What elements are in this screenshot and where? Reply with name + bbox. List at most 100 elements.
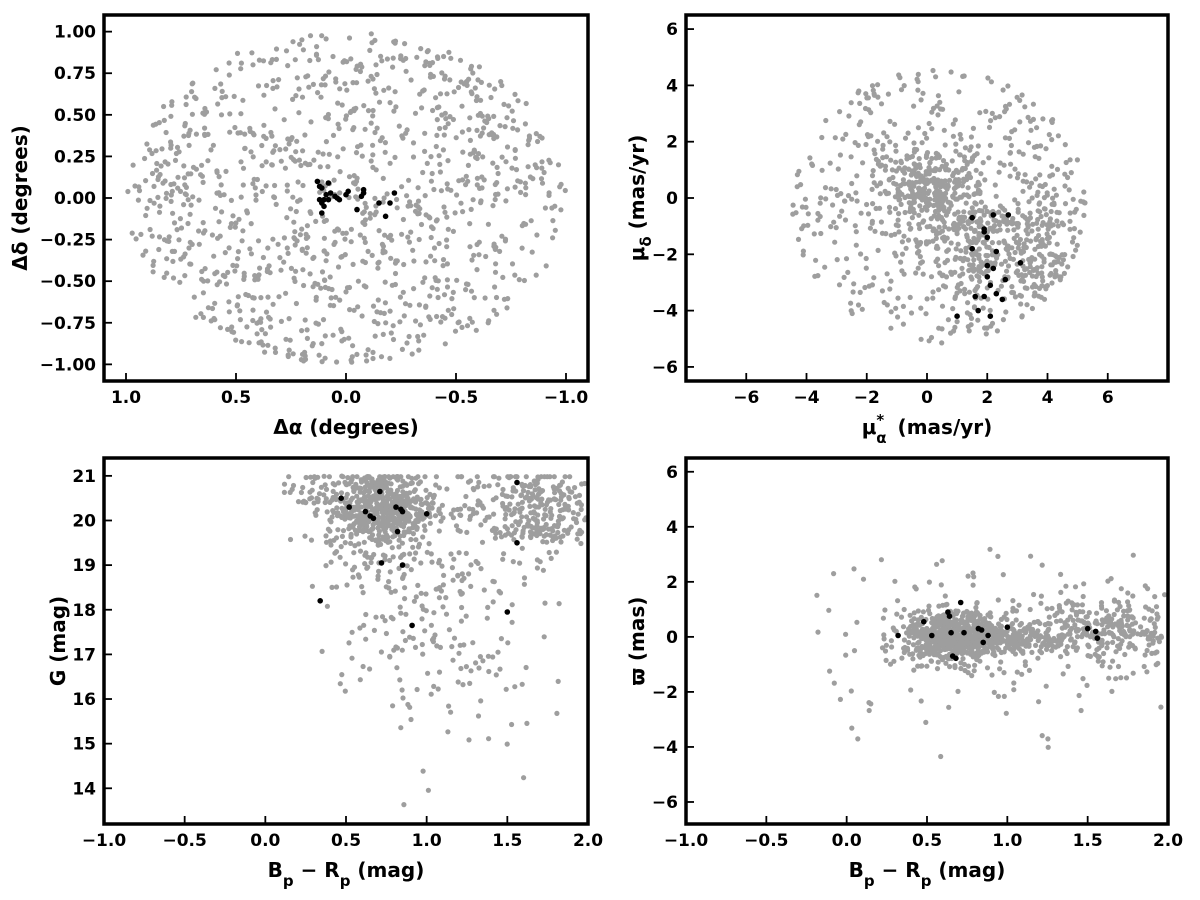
field-point [278, 318, 284, 324]
field-point [323, 36, 329, 42]
field-point [458, 665, 464, 672]
field-point [364, 358, 370, 364]
field-point [966, 267, 972, 274]
field-point [1015, 206, 1021, 212]
field-point [1127, 641, 1133, 647]
field-point [911, 616, 917, 622]
field-point [959, 265, 965, 271]
field-point [890, 174, 896, 181]
field-point [548, 555, 554, 562]
field-point [151, 200, 157, 206]
field-point [374, 309, 380, 315]
field-point [547, 509, 553, 515]
field-point [910, 191, 916, 197]
field-point [944, 186, 950, 192]
field-point [485, 320, 491, 326]
field-point [1048, 270, 1054, 277]
x-tick-label: −0.5 [434, 388, 478, 408]
field-point [151, 183, 157, 189]
field-point [370, 493, 376, 499]
field-point [320, 151, 326, 157]
field-point [480, 505, 486, 511]
field-point [981, 212, 987, 218]
field-point [1010, 632, 1016, 638]
field-point [1039, 274, 1045, 280]
field-point [407, 499, 413, 505]
field-point [914, 192, 921, 198]
field-point [930, 67, 936, 74]
field-point [935, 112, 941, 118]
field-point [198, 311, 204, 317]
field-point [1043, 683, 1049, 689]
field-point [1001, 238, 1007, 244]
field-point [348, 533, 354, 539]
field-point [908, 172, 914, 178]
field-point [382, 300, 388, 306]
field-point [446, 49, 452, 55]
field-point [218, 81, 224, 87]
field-point [519, 499, 526, 505]
field-point [231, 93, 237, 99]
field-point [1132, 645, 1138, 651]
field-point [400, 289, 406, 295]
field-point [1080, 609, 1086, 615]
field-point [1049, 137, 1055, 143]
field-point [446, 627, 452, 633]
field-point [515, 98, 521, 104]
field-point [381, 526, 387, 533]
field-point [912, 623, 918, 629]
field-point [283, 290, 289, 296]
field-point [940, 283, 947, 289]
field-point [956, 641, 962, 647]
x-tick-label: 1.0 [412, 831, 442, 851]
field-point [534, 565, 541, 571]
field-point [915, 265, 921, 271]
field-point [388, 330, 394, 336]
field-point [906, 200, 912, 206]
field-point [242, 131, 248, 137]
field-point [170, 258, 176, 264]
field-point [295, 179, 301, 185]
field-point [938, 178, 944, 184]
field-point [337, 169, 343, 175]
field-point [917, 203, 923, 209]
field-point [799, 226, 805, 232]
field-point [1011, 687, 1017, 693]
field-point [467, 221, 473, 227]
field-point [1000, 572, 1006, 578]
field-point [1036, 251, 1043, 257]
field-point [578, 540, 584, 547]
field-point [147, 147, 153, 153]
field-point [1073, 628, 1080, 634]
field-point [1056, 603, 1062, 609]
field-point [497, 248, 503, 254]
field-point [291, 219, 297, 225]
field-point [922, 130, 928, 137]
field-point [209, 305, 216, 312]
field-point [1086, 644, 1092, 650]
field-point [333, 76, 339, 82]
field-point [445, 226, 451, 232]
field-point [337, 297, 343, 303]
field-point [400, 216, 406, 223]
field-point [1006, 101, 1013, 107]
field-point [144, 141, 150, 147]
field-point [976, 264, 982, 270]
field-point [417, 206, 423, 212]
field-point [845, 269, 851, 275]
field-point [1125, 613, 1131, 619]
field-point [999, 213, 1005, 219]
field-point [248, 149, 254, 155]
field-point [163, 195, 169, 201]
field-point [408, 536, 414, 543]
field-point [441, 204, 447, 210]
member-point [1017, 260, 1024, 266]
field-point [939, 163, 945, 169]
field-point [436, 240, 442, 247]
field-point [857, 289, 863, 295]
field-point [393, 104, 399, 110]
field-point [1004, 268, 1010, 274]
field-point [1020, 273, 1026, 280]
field-point [451, 556, 457, 562]
field-point [478, 97, 484, 103]
